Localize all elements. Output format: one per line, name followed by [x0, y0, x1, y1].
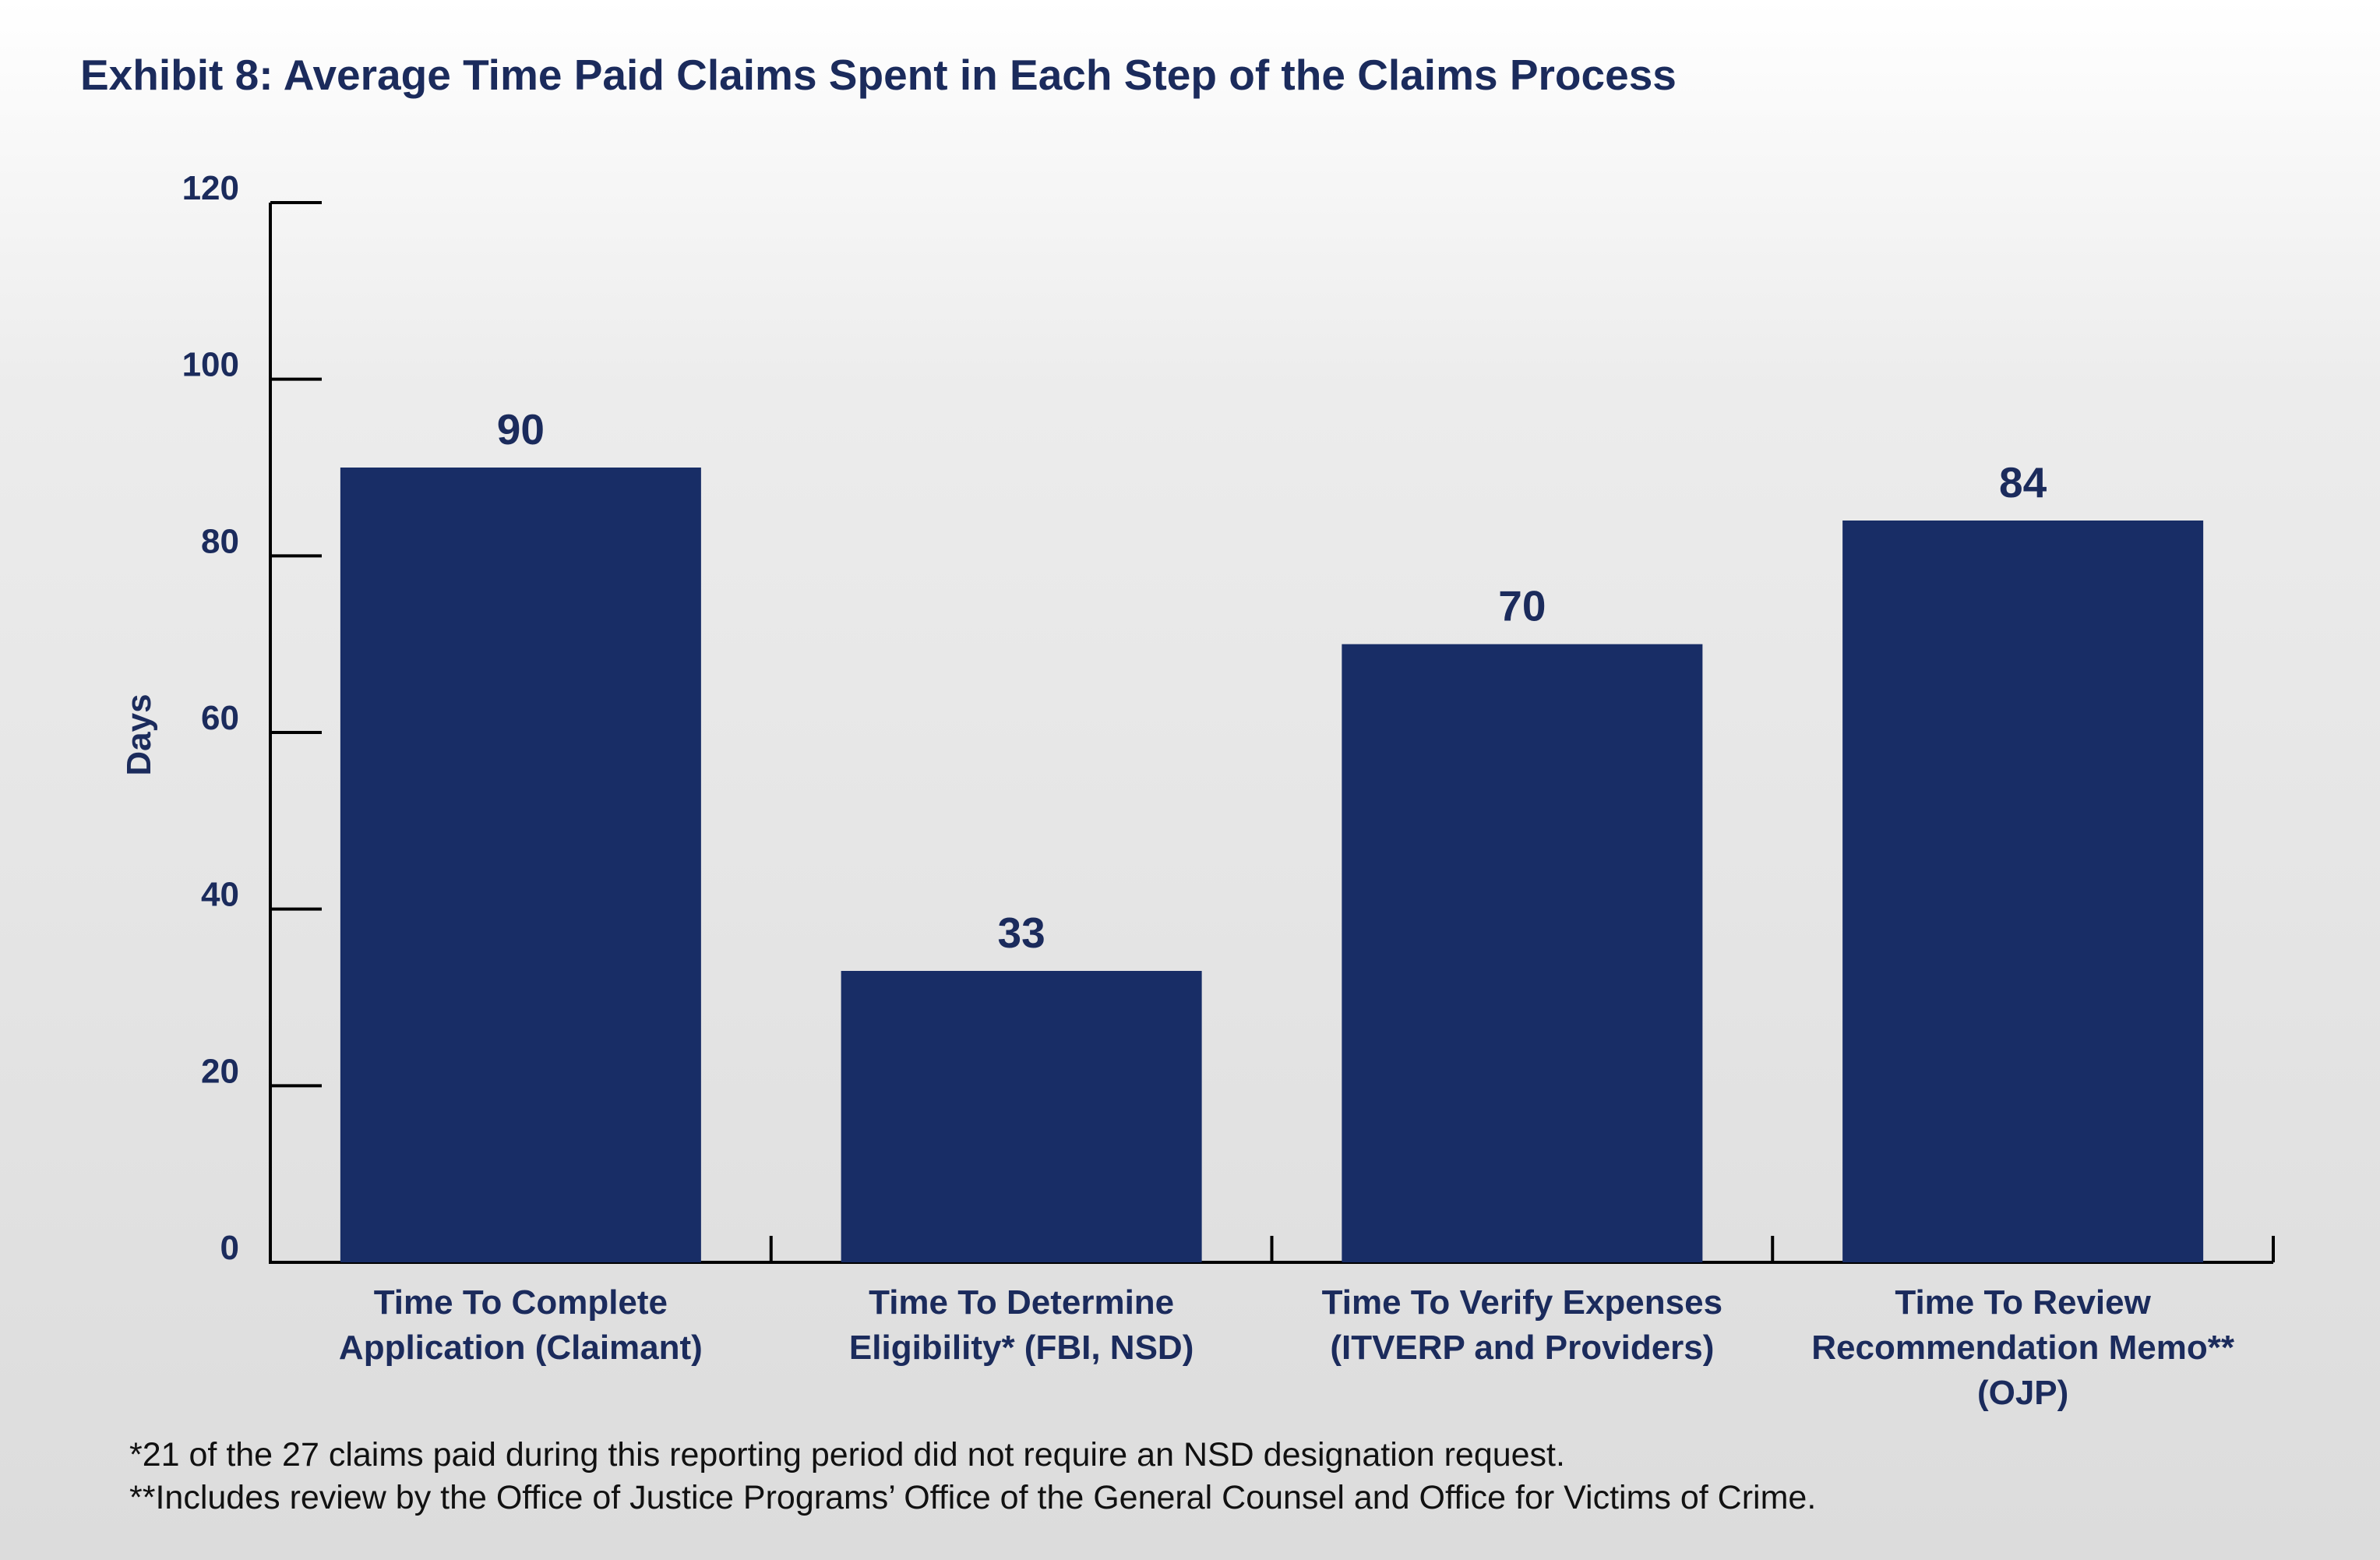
bar-value-label: 33 [998, 909, 1045, 957]
y-tick-label: 40 [201, 876, 239, 914]
bar-value-label: 70 [1498, 582, 1546, 630]
x-tick-label-line: Time To Determine [869, 1283, 1175, 1322]
y-tick-label: 0 [220, 1229, 239, 1267]
x-tick-label-line: (OJP) [1976, 1374, 2069, 1412]
y-tick-label: 20 [201, 1052, 239, 1090]
x-tick-label-line: Application (Claimant) [338, 1329, 703, 1367]
x-tick-label-line: Recommendation Memo** [1811, 1329, 2234, 1367]
x-tick-label-line: (ITVERP and Providers) [1330, 1329, 1715, 1367]
x-tick-label-line: Eligibility* (FBI, NSD) [848, 1329, 1194, 1367]
footnote-2: **Includes review by the Office of Justi… [129, 1479, 1817, 1516]
footnote-1: *21 of the 27 claims paid during this re… [129, 1436, 1565, 1474]
chart-title: Exhibit 8: Average Time Paid Claims Spen… [80, 51, 1677, 99]
bar [1342, 644, 1703, 1262]
x-tick-label: Time To Determine Eligibility* (FBI, NSD) [772, 1280, 1271, 1371]
y-tick-label: 100 [182, 346, 239, 384]
x-tick-label: Time To Complete Application (Claimant) [271, 1280, 770, 1371]
y-tick-label: 60 [201, 699, 239, 737]
x-tick-label-line: Time To Review [1895, 1283, 2151, 1322]
x-tick-label: Time To Verify Expenses (ITVERP and Provi… [1273, 1280, 1772, 1371]
bar-value-label: 90 [497, 405, 545, 454]
x-tick-label: Time To Review Recommendation Memo** (OJP) [1774, 1280, 2272, 1416]
x-tick-label-line: Time To Verify Expenses [1321, 1283, 1723, 1322]
x-tick-label-line: Time To Complete [373, 1283, 668, 1322]
bar-value-label: 84 [1999, 458, 2047, 506]
bar [340, 468, 701, 1262]
y-tick-label: 120 [182, 169, 239, 207]
y-axis-title: Days [120, 694, 158, 775]
bar [1842, 521, 2204, 1262]
bar [841, 971, 1202, 1262]
y-tick-label: 80 [201, 522, 239, 560]
